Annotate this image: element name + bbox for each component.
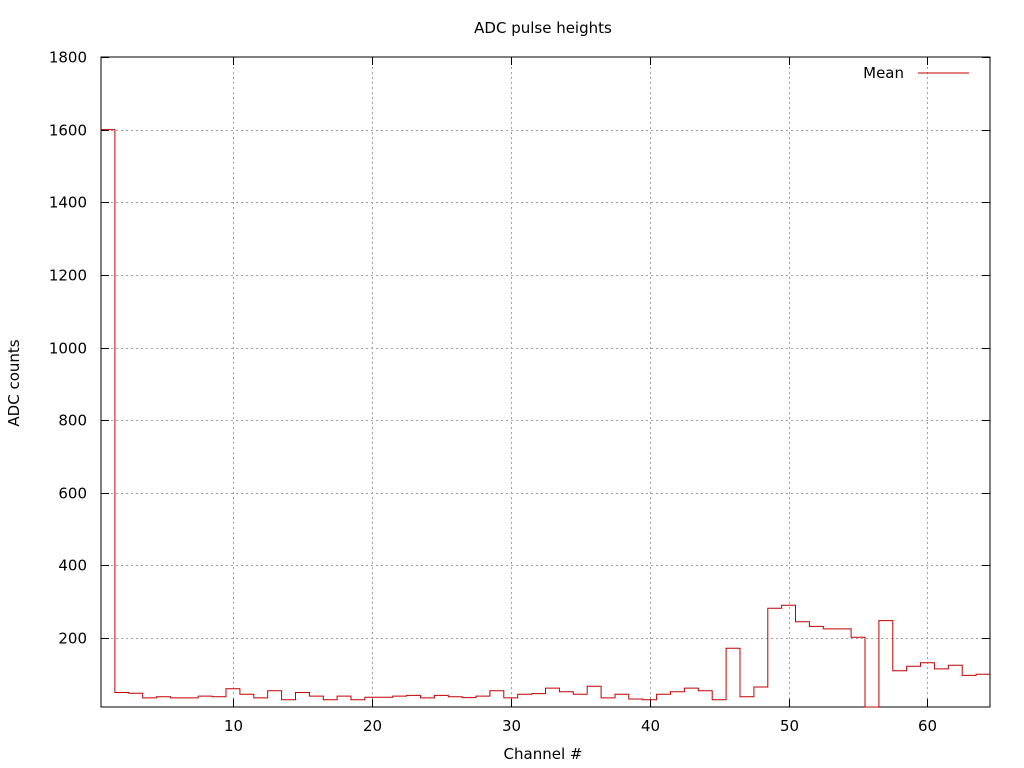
x-tick-label: 10 [224, 717, 243, 735]
x-tick-label: 20 [363, 717, 382, 735]
histogram-bin [587, 686, 601, 707]
histogram-bin [962, 675, 976, 707]
histogram-bin [101, 130, 115, 707]
chart-title: ADC pulse heights [474, 19, 612, 37]
y-tick-label: 1800 [49, 49, 87, 67]
series-line-mean [101, 129, 990, 708]
x-tick-label: 40 [641, 717, 660, 735]
histogram-bin [657, 694, 671, 707]
y-tick-label: 1600 [49, 122, 87, 140]
histogram-bin [712, 700, 726, 707]
histogram-bin [504, 698, 518, 707]
histogram-bin [740, 697, 754, 707]
x-tick-label: 50 [780, 717, 799, 735]
plot-frame [100, 56, 991, 708]
histogram-bin [268, 691, 282, 707]
histogram-bin [921, 663, 935, 707]
histogram-bin [171, 698, 185, 707]
histogram-bin [976, 674, 990, 707]
histogram-bin [643, 700, 657, 707]
histogram-bin [684, 688, 698, 707]
histogram-bin [184, 698, 198, 707]
histogram-bin [671, 692, 685, 707]
histogram-bin [226, 689, 240, 707]
histogram-bin [615, 694, 629, 707]
histogram-bin [129, 693, 143, 707]
histogram-bin [198, 696, 212, 707]
histogram-bin [948, 665, 962, 707]
histogram-bin [434, 695, 448, 707]
histogram-bin [893, 671, 907, 707]
histogram-bin [879, 621, 893, 707]
histogram-bin [421, 698, 435, 707]
histogram-bin [448, 697, 462, 707]
histogram-bin [351, 700, 365, 707]
histogram-bin [809, 626, 823, 707]
histogram-bin [823, 629, 837, 707]
histogram-bin [490, 691, 504, 707]
histogram-bin [379, 697, 393, 707]
histogram-bin [462, 698, 476, 707]
y-axis-label: ADC counts [5, 339, 23, 426]
x-tick-label: 30 [502, 717, 521, 735]
histogram-bin [518, 694, 532, 707]
y-tick-label: 1000 [49, 340, 87, 358]
histogram-bin [254, 698, 268, 707]
histogram-bin [296, 693, 310, 708]
histogram-bin [309, 696, 323, 707]
histogram-bin [837, 629, 851, 707]
histogram-bin [407, 695, 421, 707]
histogram-bin [323, 700, 337, 707]
y-tick-label: 400 [58, 557, 87, 575]
y-tick-label: 1400 [49, 194, 87, 212]
histogram-bin [157, 697, 171, 707]
y-tick-label: 600 [58, 485, 87, 503]
histogram-bin [240, 694, 254, 707]
histogram-bin [698, 691, 712, 707]
histogram-bin [601, 698, 615, 707]
histogram-bin [532, 694, 546, 707]
grid-lines [101, 57, 990, 707]
histogram-bin [573, 694, 587, 707]
y-tick-label: 1200 [49, 267, 87, 285]
histogram-bin [934, 669, 948, 707]
histogram-bin [365, 697, 379, 707]
histogram-bin [212, 697, 226, 707]
legend-label-mean: Mean [863, 64, 904, 82]
histogram-bin [851, 637, 865, 707]
x-axis-label: Channel # [504, 745, 583, 763]
histogram-bin [782, 605, 796, 707]
histogram-bin [546, 688, 560, 707]
histogram-bin [629, 699, 643, 707]
histogram-bin [559, 692, 573, 707]
histogram-bin [476, 696, 490, 707]
y-tick-label: 800 [58, 412, 87, 430]
axis-ticks: 10 20 30 40 50 60 200 400 600 800 1000 1200 1400 1600… [49, 49, 990, 735]
histogram-bin [768, 608, 782, 707]
histogram-bin [115, 693, 129, 708]
legend: Mean [863, 64, 969, 82]
histogram-bin [907, 666, 921, 707]
histogram-bin [796, 622, 810, 707]
histogram-bin [337, 696, 351, 707]
histogram-bin [754, 687, 768, 707]
histogram-bin [726, 648, 740, 707]
histogram-bin [143, 698, 157, 707]
y-tick-label: 200 [58, 630, 87, 648]
series-layer [101, 129, 990, 708]
histogram-bin [282, 700, 296, 707]
x-tick-label: 60 [918, 717, 937, 735]
histogram-bin [393, 696, 407, 707]
